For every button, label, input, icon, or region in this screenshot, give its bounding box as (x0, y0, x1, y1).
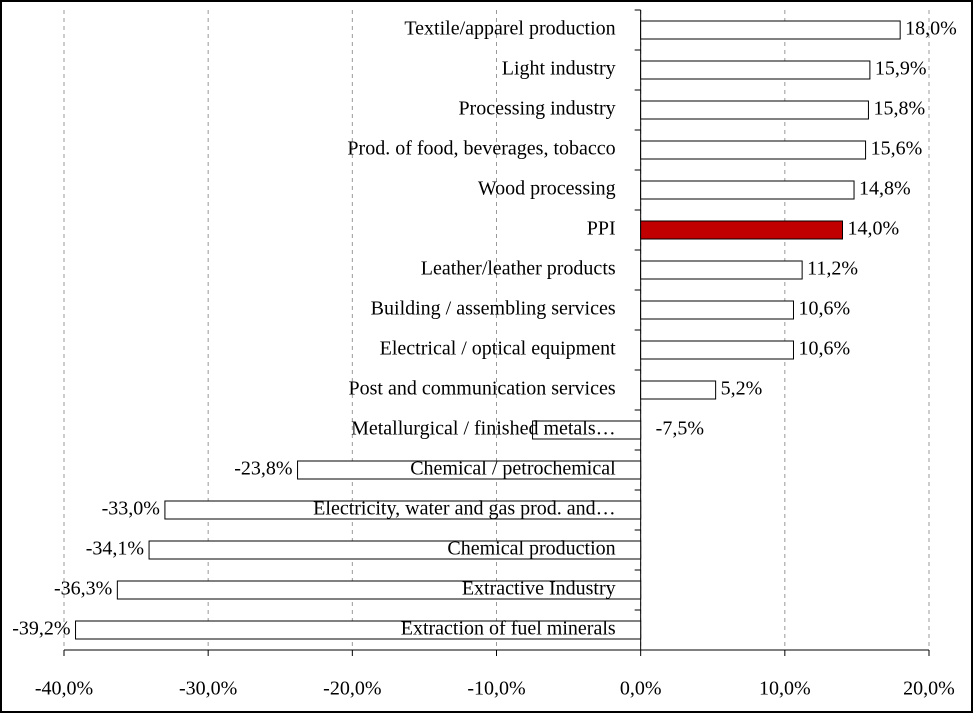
bar (640, 60, 871, 80)
bar (164, 500, 642, 520)
bar (116, 580, 642, 600)
x-tick-label: 0,0% (620, 678, 662, 700)
value-label: 10,6% (798, 338, 850, 360)
x-tick-label: -20,0% (323, 678, 381, 700)
category-label: Prod. of food, beverages, tobacco (347, 138, 615, 160)
value-label: -36,3% (54, 578, 112, 600)
category-label: Building / assembling services (371, 298, 616, 320)
bar (640, 100, 869, 120)
x-tick-label: 10,0% (759, 678, 811, 700)
bar (75, 620, 642, 640)
bar (640, 220, 844, 240)
category-label: Chemical / petrochemical (410, 458, 616, 480)
category-label: Processing industry (458, 98, 615, 120)
x-tick-label: 20,0% (903, 678, 955, 700)
value-label: 15,6% (871, 138, 923, 160)
value-label: -23,8% (234, 458, 292, 480)
x-tick-label: -30,0% (179, 678, 237, 700)
category-label: Extractive Industry (462, 578, 616, 600)
x-tick-label: -40,0% (35, 678, 93, 700)
bar (297, 460, 642, 480)
category-label: Chemical production (447, 538, 615, 560)
category-label: Post and communication services (348, 378, 615, 400)
bar (640, 140, 867, 160)
category-label: Extraction of fuel minerals (401, 618, 616, 640)
value-label: 15,9% (875, 58, 927, 80)
category-label: Electricity, water and gas prod. and… (313, 498, 615, 520)
category-label: Metallurgical / finished metals… (351, 418, 616, 440)
category-label: PPI (587, 218, 616, 240)
bar (640, 300, 794, 320)
value-label: 5,2% (721, 378, 763, 400)
value-label: -39,2% (12, 618, 70, 640)
category-label: Leather/leather products (421, 258, 616, 280)
value-label: 11,2% (807, 258, 858, 280)
bar (148, 540, 642, 560)
value-label: -7,5% (656, 418, 704, 440)
bar (532, 420, 642, 440)
x-tick-label: -10,0% (467, 678, 525, 700)
value-label: 14,0% (848, 218, 900, 240)
value-label: -33,0% (102, 498, 160, 520)
category-label: Wood processing (478, 178, 616, 200)
value-label: 15,8% (873, 98, 925, 120)
bar (640, 180, 855, 200)
category-label: Textile/apparel production (404, 18, 615, 40)
bar (640, 20, 901, 40)
bar (640, 340, 794, 360)
category-label: Light industry (502, 58, 616, 80)
value-label: 14,8% (859, 178, 911, 200)
value-label: -34,1% (86, 538, 144, 560)
value-label: 10,6% (798, 298, 850, 320)
category-label: Electrical / optical equipment (380, 338, 616, 360)
value-label: 18,0% (905, 18, 957, 40)
bar (640, 380, 717, 400)
bar (640, 260, 803, 280)
